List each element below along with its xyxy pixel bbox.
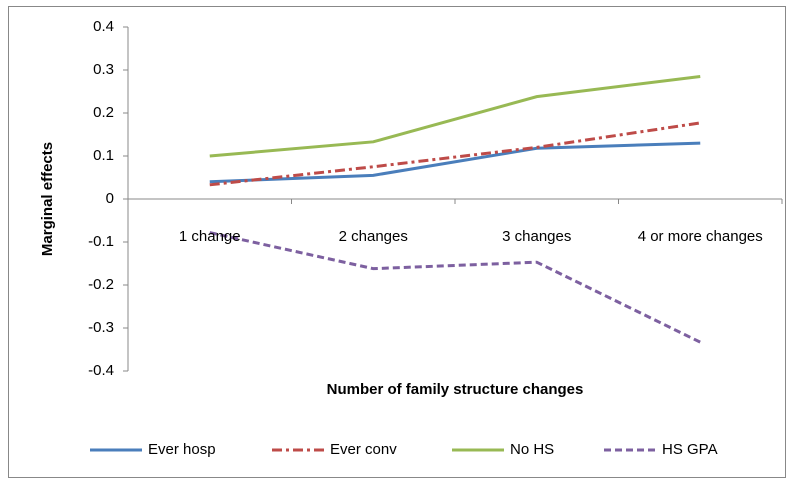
y-tick-label: 0.2 (93, 104, 114, 121)
y-tick-label: -0.2 (88, 276, 114, 293)
series-line (209, 74, 701, 158)
y-tick-label: 0.4 (93, 18, 114, 35)
y-tick-label: -0.4 (88, 362, 114, 379)
series-line (209, 141, 701, 184)
frame (8, 6, 786, 478)
y-tick-label: -0.1 (88, 233, 114, 250)
y-axis-title: Marginal effects (39, 142, 56, 256)
y-tick-label: 0 (106, 190, 114, 207)
x-axis-title: Number of family structure changes (327, 381, 584, 398)
legend-label: Ever hosp (148, 441, 216, 458)
y-tick-label: 0.1 (93, 147, 114, 164)
y-tick-label: 0.3 (93, 61, 114, 78)
series-line (209, 231, 701, 344)
legend-label: No HS (510, 441, 554, 458)
legend-label: HS GPA (662, 441, 718, 458)
x-tick-label: 3 changes (502, 228, 572, 245)
x-tick-label: 1 change (178, 228, 241, 245)
x-tick-label: 2 changes (338, 228, 408, 245)
series-line (209, 121, 701, 187)
x-tick-label: 4 or more changes (637, 228, 763, 245)
legend-label: Ever conv (330, 441, 397, 458)
y-tick-label: -0.3 (88, 319, 114, 336)
